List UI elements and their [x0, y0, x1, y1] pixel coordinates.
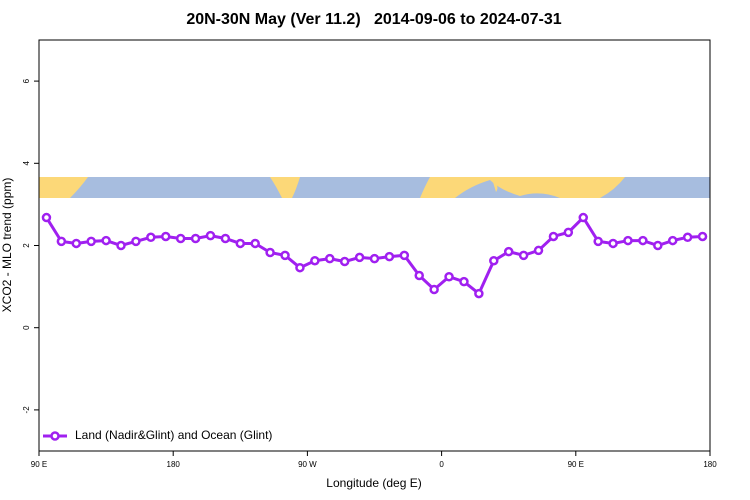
data-point: [533, 245, 544, 256]
data-point: [339, 256, 350, 267]
data-point: [325, 253, 335, 264]
data-point: [503, 246, 514, 257]
data-point: [399, 250, 410, 261]
data-point: [250, 238, 260, 249]
data-point: [459, 276, 469, 287]
data-point: [205, 230, 216, 241]
data-point: [608, 238, 618, 249]
data-point: [682, 232, 693, 243]
data-point: [146, 232, 156, 243]
data-point: [56, 236, 67, 247]
x-tick-label: 180: [167, 460, 181, 469]
x-tick-label: 90 E: [568, 460, 584, 469]
data-point: [71, 238, 82, 249]
x-axis-label: Longitude (deg E): [326, 476, 421, 490]
y-axis-label: XCO2 - MLO trend (ppm): [0, 178, 14, 313]
data-point: [653, 240, 663, 251]
map-strip: [39, 177, 710, 198]
x-tick-label: 180: [703, 460, 717, 469]
data-point: [414, 270, 424, 281]
x-tick-label: 90 W: [298, 460, 317, 469]
chart-title: 20N-30N May (Ver 11.2) 2014-09-06 to 202…: [186, 11, 561, 28]
y-tick-label: 6: [22, 78, 31, 83]
data-point: [474, 288, 484, 299]
data-point: [444, 271, 454, 282]
data-point: [578, 212, 589, 223]
legend-label: Land (Nadir&Glint) and Ocean (Glint): [75, 428, 272, 442]
data-point: [638, 235, 648, 246]
y-tick-label: 0: [22, 325, 31, 330]
data-point: [623, 235, 633, 246]
data-point: [86, 236, 96, 247]
data-point: [190, 233, 201, 244]
data-point: [518, 250, 529, 261]
data-point: [548, 231, 559, 242]
data-point: [160, 231, 171, 242]
legend-marker: [50, 431, 60, 441]
data-point: [563, 227, 574, 238]
data-point: [116, 240, 126, 251]
data-point: [41, 212, 52, 223]
data-point: [175, 233, 186, 244]
data-point: [310, 255, 320, 266]
y-tick-label: 4: [22, 161, 31, 166]
data-point: [384, 251, 395, 262]
x-tick-label: 90 E: [31, 460, 47, 469]
data-point: [131, 236, 141, 247]
data-point: [697, 231, 708, 242]
data-point: [280, 250, 290, 261]
data-point: [489, 255, 499, 266]
data-point: [429, 284, 439, 295]
data-point: [101, 235, 111, 246]
data-point: [667, 235, 678, 246]
data-point: [235, 238, 246, 249]
data-point: [295, 262, 305, 273]
data-point: [354, 252, 365, 263]
data-point: [369, 253, 380, 264]
data-point: [265, 247, 275, 258]
data-point: [220, 233, 231, 244]
x-tick-label: 0: [439, 460, 444, 469]
data-point: [593, 236, 603, 247]
y-tick-label: 2: [22, 243, 31, 248]
y-tick-label: -2: [22, 406, 31, 414]
